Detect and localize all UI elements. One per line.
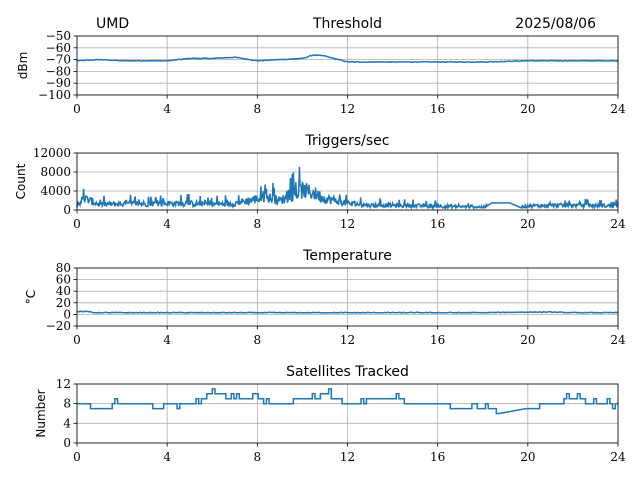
temperature-xtick-label: 12	[340, 333, 355, 347]
satellites-xtick-label: 0	[73, 450, 81, 464]
satellites-ytick-label: 8	[63, 397, 71, 411]
temperature-ytick-label: 60	[56, 273, 71, 287]
triggers-series-line	[76, 166, 619, 211]
satellites-xtick-label: 8	[254, 450, 262, 464]
temperature-ylabel: °C	[24, 290, 38, 304]
threshold-xtick-label: 24	[610, 102, 626, 116]
satellites-xtick-label: 24	[610, 450, 626, 464]
triggers-xtick-label: 12	[340, 217, 355, 231]
threshold-title: Threshold	[312, 16, 382, 32]
threshold-xtick-label: 8	[254, 102, 262, 116]
triggers-ytick-label: 12000	[33, 146, 71, 160]
triggers-ytick-label: 8000	[40, 165, 71, 179]
satellites-xtick-label: 12	[340, 450, 355, 464]
satellites-ylabel: Number	[34, 389, 48, 437]
triggers-ytick-label: 4000	[40, 184, 71, 198]
temperature-ytick-label: 40	[56, 284, 71, 298]
threshold-ytick-label: −70	[46, 53, 71, 67]
threshold-ytick-label: −80	[46, 64, 71, 78]
satellites-xtick-label: 20	[520, 450, 535, 464]
temperature-xtick-label: 8	[254, 333, 262, 347]
temperature-xtick-label: 24	[610, 333, 626, 347]
triggers-xtick-label: 0	[73, 217, 81, 231]
temperature-xtick-label: 16	[430, 333, 445, 347]
threshold-ytick-label: −60	[46, 41, 71, 55]
date-label: 2025/08/06	[515, 16, 596, 32]
satellites-panel: 0 4 8 12 16 20 24 0 4 8 12 Satellites Tracked Number	[34, 364, 626, 464]
triggers-xtick-label: 8	[254, 217, 262, 231]
satellites-series-line	[77, 388, 618, 415]
threshold-xtick-label: 16	[430, 102, 445, 116]
satellites-ytick-label: 0	[63, 436, 71, 450]
threshold-ytick-label: −90	[46, 76, 71, 90]
threshold-series-line	[76, 54, 619, 64]
satellites-ytick-label: 4	[63, 416, 71, 430]
threshold-xtick-label: 12	[340, 102, 355, 116]
temperature-ytick-label: 20	[56, 296, 71, 310]
temperature-ytick-label: −20	[46, 319, 71, 333]
satellites-xtick-label: 4	[163, 450, 171, 464]
triggers-ylabel: Count	[14, 163, 28, 199]
satellites-ytick-label: 12	[56, 377, 71, 391]
temperature-title: Temperature	[302, 248, 392, 264]
charts-container: 0 4 8 12 16 20 24 −100−90−80−70−60−50 Threshold d…	[14, 16, 626, 464]
temperature-series-line	[76, 310, 619, 314]
triggers-ytick-label: 0	[63, 203, 71, 217]
threshold-xtick-label: 0	[73, 102, 81, 116]
satellites-xtick-label: 16	[430, 450, 445, 464]
triggers-title: Triggers/sec	[305, 133, 390, 149]
temperature-ytick-label: 80	[56, 261, 71, 275]
triggers-xtick-label: 20	[520, 217, 535, 231]
threshold-panel: 0 4 8 12 16 20 24 −100−90−80−70−60−50 Threshold d…	[16, 16, 626, 116]
threshold-ytick-label: −100	[38, 88, 71, 102]
temperature-ytick-label: 0	[63, 307, 71, 321]
temperature-xtick-label: 20	[520, 333, 535, 347]
satellites-title: Satellites Tracked	[286, 364, 409, 380]
triggers-xtick-label: 16	[430, 217, 445, 231]
threshold-xtick-label: 4	[163, 102, 171, 116]
threshold-xtick-label: 20	[520, 102, 535, 116]
station-label: UMD	[96, 16, 129, 32]
threshold-ylabel: dBm	[16, 52, 30, 80]
threshold-ytick-label: −50	[46, 29, 71, 43]
triggers-panel: 0 4 8 12 16 20 24 0 4000 8000 12000 Triggers/sec Cou…	[14, 133, 626, 231]
temperature-xtick-label: 4	[163, 333, 171, 347]
triggers-xtick-label: 4	[163, 217, 171, 231]
temperature-xtick-label: 0	[73, 333, 81, 347]
triggers-xtick-label: 24	[610, 217, 626, 231]
